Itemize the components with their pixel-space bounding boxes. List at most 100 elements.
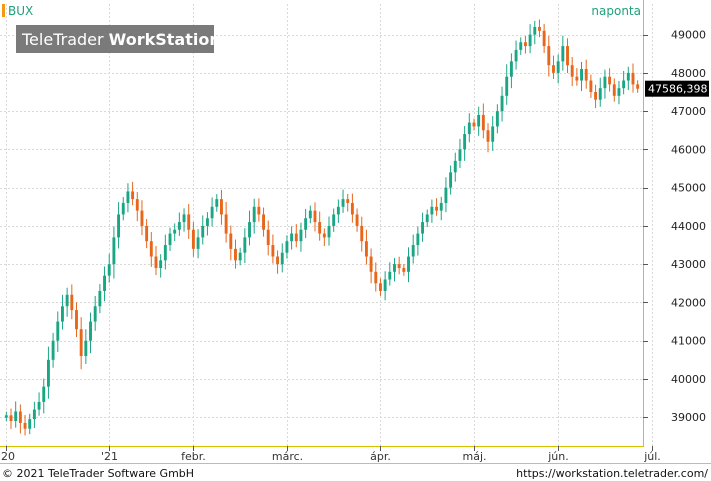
candle-body — [594, 92, 598, 100]
candle-body — [93, 306, 97, 322]
candle-body — [205, 218, 209, 226]
candle-body — [631, 72, 635, 85]
candle-body — [121, 202, 125, 215]
candle-body — [383, 279, 387, 291]
candle-body — [528, 34, 532, 47]
y-tick-label: 42000 — [671, 296, 706, 309]
candle-body — [89, 321, 92, 341]
candle-body — [397, 264, 401, 268]
candle-body — [449, 172, 453, 188]
candle-body — [598, 88, 602, 100]
candle-body — [435, 206, 439, 211]
candle-body — [622, 80, 626, 89]
candle-body — [238, 252, 242, 261]
candle-body — [163, 245, 167, 261]
candle-body — [552, 65, 555, 73]
candle-body — [626, 72, 630, 81]
symbol-marker — [2, 4, 5, 17]
candle-body — [584, 69, 588, 81]
candle-body — [173, 229, 177, 234]
x-tick-label: febr. — [181, 450, 206, 463]
candle-body — [149, 241, 153, 257]
candle-body — [523, 42, 527, 47]
candle-body — [103, 275, 106, 291]
candle-body — [299, 229, 303, 242]
y-tick-label: 41000 — [671, 335, 706, 348]
candle-body — [636, 84, 640, 89]
watermark-box — [16, 25, 214, 53]
y-tick-label: 43000 — [671, 258, 706, 271]
candle-body — [229, 233, 233, 249]
candle-body — [336, 206, 340, 215]
candle-body — [416, 233, 420, 246]
candle-body — [341, 199, 345, 207]
candle-body — [313, 210, 317, 223]
candle-body — [369, 256, 373, 272]
candle-body — [580, 69, 583, 81]
candle-body — [154, 256, 158, 268]
candle-body — [159, 260, 163, 268]
candle-body — [107, 264, 111, 276]
y-tick-label: 40000 — [671, 373, 706, 386]
candle-body — [46, 359, 50, 387]
y-tick-label: 44000 — [671, 220, 706, 233]
candle-body — [4, 415, 8, 418]
candle-body — [379, 283, 382, 291]
candle-body — [79, 329, 83, 356]
candle-body — [210, 206, 214, 219]
candle-body — [84, 340, 88, 356]
candle-body — [304, 218, 308, 230]
candle-body — [439, 202, 443, 211]
candle-body — [131, 191, 135, 200]
candle-body — [70, 294, 74, 311]
candle-body — [491, 126, 495, 142]
candle-body — [481, 114, 485, 131]
candle-body — [425, 214, 429, 223]
watermark-bold: WorkStation — [109, 30, 221, 49]
candle-body — [42, 386, 46, 402]
candle-body — [430, 206, 434, 215]
candle-body — [453, 160, 457, 173]
candle-body — [18, 411, 22, 423]
gridlines — [0, 4, 653, 446]
candle-body — [318, 222, 322, 234]
candle-body — [421, 222, 424, 234]
x-tick-label: '20 — [0, 450, 15, 463]
candle-body — [374, 271, 378, 284]
x-tick-label: márc. — [272, 450, 303, 463]
period-label: naponta — [591, 4, 641, 18]
candle-body — [308, 210, 312, 219]
source-url[interactable]: https://workstation.teletrader.com/ — [516, 467, 708, 480]
candle-body — [533, 26, 537, 35]
y-axis: 39000 40000 41000 42000 43000 44000 45000 46000… — [643, 29, 706, 424]
candle-body — [266, 229, 270, 246]
candle-body — [322, 233, 326, 238]
candle-body — [280, 252, 284, 265]
candle-body — [257, 206, 261, 215]
candle-body — [271, 245, 275, 257]
watermark-light: TeleTrader — [21, 30, 109, 49]
candle-body — [477, 114, 481, 127]
x-tick-label: júl. — [643, 450, 661, 463]
x-tick-label: '21 — [101, 450, 118, 463]
candle-body — [135, 199, 139, 211]
x-axis: '20 '21 febr. márc. ápr. máj. jún. júl. — [0, 446, 661, 463]
y-tick-label: 48000 — [671, 67, 706, 80]
candlestick-series — [4, 19, 640, 436]
candle-body — [407, 256, 410, 272]
y-tick-label: 45000 — [671, 182, 706, 195]
y-tick-label: 49000 — [671, 29, 706, 42]
symbol-label: BUX — [8, 4, 33, 18]
y-tick-label: 47000 — [671, 105, 706, 118]
candle-body — [9, 415, 13, 422]
candle-body — [61, 306, 64, 322]
candle-body — [364, 241, 368, 257]
candle-body — [402, 268, 406, 272]
x-tick-label: máj. — [462, 450, 486, 463]
candle-body — [505, 76, 509, 96]
candle-body — [566, 46, 569, 66]
candle-body — [234, 248, 237, 261]
candle-body — [220, 199, 223, 215]
candle-body — [350, 202, 354, 215]
